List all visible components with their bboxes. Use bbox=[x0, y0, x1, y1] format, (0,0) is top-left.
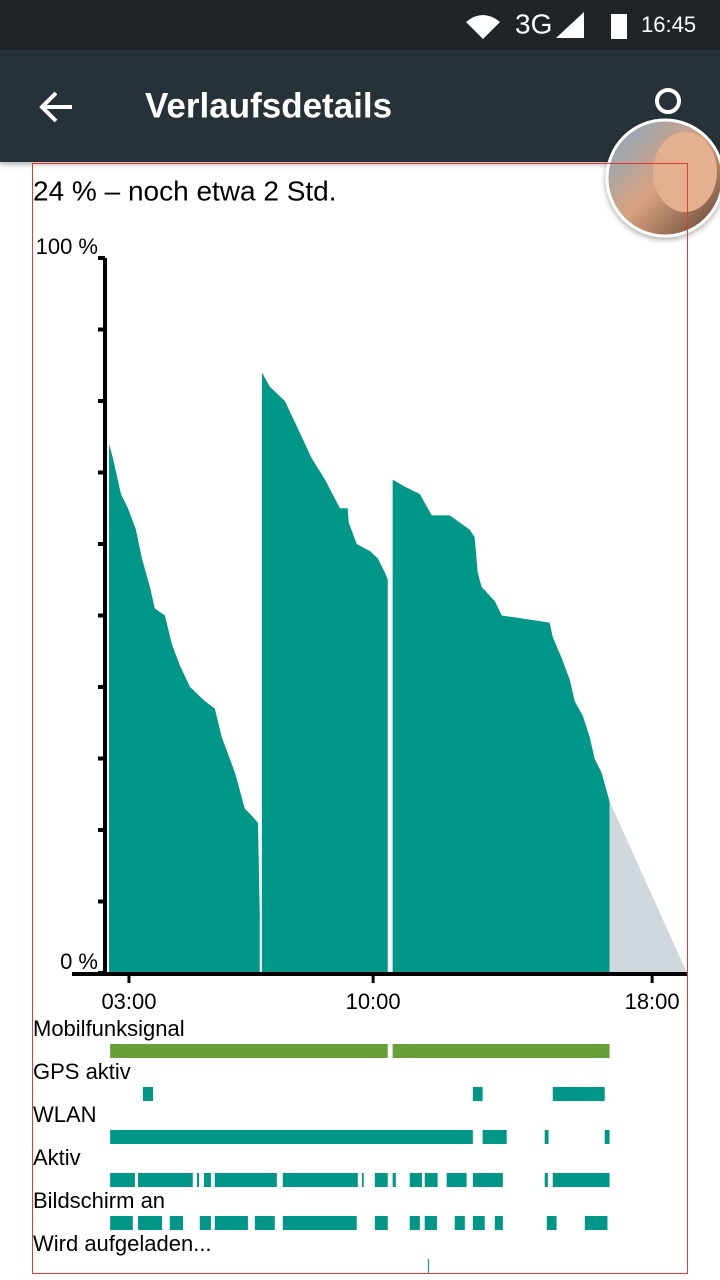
track-segment bbox=[544, 1130, 549, 1144]
track-segment bbox=[282, 1173, 358, 1187]
track-segment bbox=[424, 1173, 438, 1187]
track-segment bbox=[214, 1173, 277, 1187]
back-button[interactable] bbox=[39, 91, 72, 123]
signal-icon bbox=[556, 12, 584, 38]
x-tick-label: 10:00 bbox=[346, 989, 401, 1014]
summary: 24 % – noch etwa 2 Std. bbox=[33, 175, 337, 206]
track-segment bbox=[374, 1173, 388, 1187]
x-tick-label: 03:00 bbox=[101, 989, 156, 1014]
search-button[interactable] bbox=[655, 88, 681, 114]
track-segment bbox=[169, 1216, 184, 1230]
track-segment bbox=[409, 1216, 420, 1230]
network-type: 3G bbox=[515, 8, 552, 39]
track-segment bbox=[494, 1216, 503, 1230]
clock: 16:45 bbox=[641, 12, 696, 37]
avatar[interactable] bbox=[605, 118, 720, 238]
track-segment bbox=[138, 1216, 163, 1230]
track-segment bbox=[424, 1216, 437, 1230]
track-segment bbox=[361, 1173, 364, 1187]
track-label: Mobilfunksignal bbox=[33, 1016, 185, 1041]
track-label: Bildschirm an bbox=[33, 1188, 165, 1213]
track-label: Aktiv bbox=[33, 1145, 81, 1170]
track-segment bbox=[254, 1216, 275, 1230]
track-segment bbox=[110, 1044, 388, 1058]
track-segment bbox=[482, 1130, 507, 1144]
track-segment bbox=[199, 1216, 211, 1230]
track-segment bbox=[196, 1173, 200, 1187]
track-segment bbox=[552, 1087, 605, 1101]
track-label: Wird aufgeladen... bbox=[33, 1231, 212, 1256]
track-label: WLAN bbox=[33, 1102, 97, 1127]
track-segment bbox=[214, 1216, 248, 1230]
track-label: GPS aktiv bbox=[33, 1059, 131, 1084]
track-segment bbox=[110, 1130, 473, 1144]
battery-area bbox=[609, 801, 687, 973]
track-segment bbox=[472, 1216, 485, 1230]
wifi-icon bbox=[466, 15, 500, 39]
track-segment bbox=[454, 1216, 465, 1230]
track-segment bbox=[110, 1216, 133, 1230]
y-tick-label: 0 % bbox=[60, 949, 98, 974]
track-segment bbox=[604, 1130, 610, 1144]
track-segment bbox=[392, 1173, 396, 1187]
battery-area bbox=[109, 372, 610, 973]
track-segment bbox=[584, 1216, 608, 1230]
track-segment bbox=[427, 1259, 429, 1273]
y-tick-label: 100 % bbox=[36, 234, 98, 259]
track-segment bbox=[546, 1216, 557, 1230]
battery-icon bbox=[611, 14, 627, 39]
track-segment bbox=[409, 1173, 422, 1187]
track-segment bbox=[552, 1173, 610, 1187]
track-segment bbox=[472, 1173, 503, 1187]
track-segment bbox=[142, 1087, 154, 1101]
track-segment bbox=[544, 1173, 548, 1187]
status-bar bbox=[0, 0, 720, 50]
track-segment bbox=[446, 1173, 467, 1187]
app-bar-title: Verlaufsdetails bbox=[145, 86, 392, 125]
track-segment bbox=[472, 1087, 483, 1101]
track-segment bbox=[392, 1044, 610, 1058]
layout-bounds bbox=[32, 163, 688, 1274]
track-segment bbox=[374, 1216, 388, 1230]
app-bar bbox=[0, 50, 720, 162]
track-segment bbox=[110, 1173, 135, 1187]
track-segment bbox=[282, 1216, 357, 1230]
track-segment bbox=[138, 1173, 193, 1187]
x-tick-label: 18:00 bbox=[625, 989, 680, 1014]
track-segment bbox=[203, 1173, 211, 1187]
